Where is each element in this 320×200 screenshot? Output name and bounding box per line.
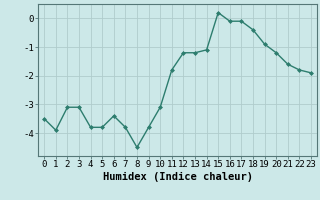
- X-axis label: Humidex (Indice chaleur): Humidex (Indice chaleur): [103, 172, 252, 182]
